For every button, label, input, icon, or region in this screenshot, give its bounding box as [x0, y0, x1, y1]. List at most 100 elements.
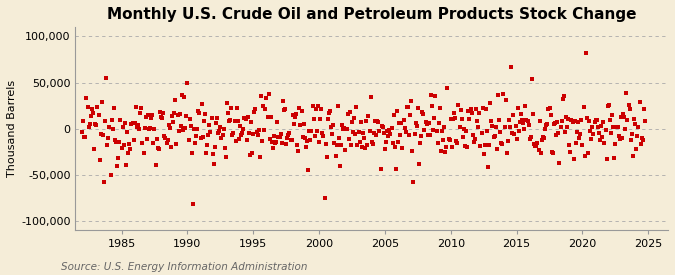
- Point: [481, 129, 492, 133]
- Point: [539, 136, 549, 140]
- Point: [82, 104, 93, 109]
- Point: [460, 144, 470, 148]
- Point: [132, 122, 143, 127]
- Point: [639, 107, 649, 112]
- Point: [549, 121, 560, 125]
- Point: [318, 133, 329, 138]
- Point: [279, 106, 290, 111]
- Point: [502, 151, 512, 155]
- Point: [174, 112, 185, 116]
- Point: [285, 138, 296, 142]
- Point: [358, 130, 369, 135]
- Point: [483, 165, 493, 169]
- Point: [204, 123, 215, 127]
- Point: [211, 121, 221, 125]
- Point: [382, 129, 393, 134]
- Point: [161, 141, 172, 145]
- Point: [379, 147, 390, 151]
- Point: [190, 141, 200, 145]
- Point: [568, 157, 579, 161]
- Point: [241, 138, 252, 142]
- Point: [310, 107, 321, 111]
- Point: [138, 151, 149, 155]
- Point: [307, 103, 318, 108]
- Point: [490, 125, 501, 129]
- Point: [103, 135, 114, 140]
- Point: [408, 180, 419, 184]
- Point: [306, 128, 317, 133]
- Point: [530, 144, 541, 148]
- Point: [423, 121, 434, 125]
- Point: [400, 130, 411, 134]
- Point: [566, 118, 577, 122]
- Point: [522, 119, 533, 123]
- Point: [593, 131, 604, 136]
- Point: [430, 94, 441, 98]
- Point: [311, 128, 322, 133]
- Point: [292, 142, 302, 147]
- Point: [406, 99, 416, 103]
- Point: [275, 132, 286, 137]
- Point: [623, 103, 634, 108]
- Point: [153, 147, 164, 152]
- Point: [269, 134, 279, 138]
- Point: [506, 65, 516, 69]
- Point: [583, 151, 593, 155]
- Point: [202, 142, 213, 147]
- Point: [433, 121, 444, 126]
- Point: [215, 125, 225, 129]
- Point: [373, 120, 384, 125]
- Point: [333, 135, 344, 140]
- Point: [412, 106, 423, 110]
- Point: [398, 117, 409, 122]
- Point: [588, 131, 599, 136]
- Point: [442, 86, 453, 90]
- Point: [391, 167, 402, 172]
- Point: [213, 131, 223, 135]
- Point: [267, 145, 278, 150]
- Point: [418, 112, 429, 116]
- Point: [250, 107, 261, 112]
- Point: [335, 143, 346, 147]
- Point: [512, 105, 523, 110]
- Point: [498, 92, 509, 96]
- Point: [514, 129, 524, 133]
- Point: [263, 92, 274, 96]
- Point: [596, 123, 607, 128]
- Point: [420, 120, 431, 124]
- Point: [443, 137, 454, 142]
- Point: [635, 142, 646, 146]
- Point: [451, 139, 462, 143]
- Point: [605, 131, 616, 135]
- Point: [256, 139, 267, 143]
- Point: [484, 142, 495, 147]
- Point: [441, 145, 452, 149]
- Point: [363, 114, 374, 118]
- Point: [511, 137, 522, 142]
- Point: [123, 150, 134, 155]
- Point: [616, 115, 626, 119]
- Point: [146, 116, 157, 120]
- Point: [439, 125, 450, 129]
- Point: [468, 140, 479, 144]
- Point: [117, 125, 128, 129]
- Point: [350, 131, 360, 136]
- Point: [296, 109, 307, 113]
- Point: [239, 116, 250, 120]
- Point: [111, 139, 122, 144]
- Point: [86, 114, 97, 119]
- Point: [567, 120, 578, 125]
- Point: [387, 140, 398, 145]
- Point: [297, 135, 308, 140]
- Point: [246, 120, 256, 124]
- Point: [142, 113, 153, 117]
- Point: [392, 108, 402, 113]
- Point: [626, 131, 637, 136]
- Point: [109, 138, 120, 142]
- Point: [265, 115, 276, 119]
- Point: [472, 125, 483, 129]
- Point: [570, 119, 580, 123]
- Point: [140, 114, 151, 119]
- Point: [308, 117, 319, 121]
- Point: [304, 129, 315, 133]
